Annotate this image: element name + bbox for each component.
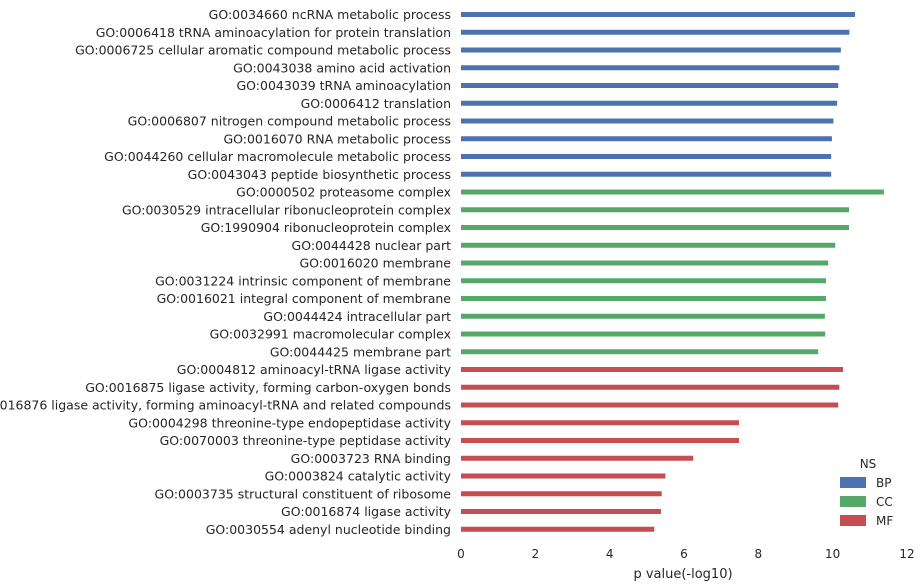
category-labels: GO:0034660 ncRNA metabolic process GO:000… [0, 7, 452, 537]
bar [461, 367, 844, 372]
bar [461, 225, 850, 230]
category-label: GO:0016876 ligase activity, forming amin… [0, 398, 451, 413]
x-tick-label: 12 [899, 547, 914, 561]
category-label: GO:0016020 membrane [299, 256, 451, 271]
category-label: GO:0006412 translation [301, 96, 451, 111]
bar [461, 171, 832, 177]
x-tick-label: 6 [680, 547, 688, 561]
category-label: GO:0016874 ligase activity [281, 504, 452, 519]
bar [461, 331, 826, 337]
bar [461, 12, 855, 17]
category-label: GO:0044425 membrane part [270, 344, 451, 359]
category-label: GO:0030554 adenyl nucleotide binding [206, 522, 451, 537]
legend-label: BP [876, 476, 891, 490]
bar [461, 296, 826, 301]
legend-swatch [840, 515, 866, 526]
category-label: GO:0003735 structural constituent of rib… [155, 486, 452, 501]
bar [461, 100, 838, 106]
category-label: GO:0006725 cellular aromatic compound me… [75, 43, 451, 58]
x-axis-ticks: 0 2 4 6 8 10 12 [457, 547, 914, 561]
bar [461, 65, 840, 71]
category-label: GO:0000502 proteasome complex [236, 185, 451, 200]
bar [461, 154, 832, 159]
bar [461, 473, 666, 479]
bar [461, 47, 841, 53]
category-label: GO:0016021 integral component of membran… [157, 291, 452, 306]
legend: NS BP CC MF [840, 457, 893, 528]
category-label: GO:0044428 nuclear part [292, 238, 452, 253]
bar [461, 189, 884, 195]
category-label: GO:0043039 tRNA aminoacylation [236, 78, 451, 93]
bars [461, 12, 884, 532]
category-label: GO:0032991 macromolecular complex [210, 327, 451, 342]
x-tick-label: 8 [755, 547, 763, 561]
bar [461, 83, 839, 88]
category-label: GO:0003723 RNA binding [291, 451, 451, 466]
x-tick-label: 0 [457, 547, 465, 561]
bar [461, 278, 826, 284]
bar [461, 526, 655, 532]
legend-label: CC [876, 495, 893, 509]
category-label: GO:0006807 nitrogen compound metabolic p… [128, 114, 451, 129]
legend-swatch [840, 477, 866, 488]
bar [461, 438, 740, 443]
category-label: GO:0044260 cellular macromolecule metabo… [104, 149, 451, 164]
category-label: GO:0016070 RNA metabolic process [223, 131, 451, 146]
category-label: GO:1990904 ribonucleoprotein complex [201, 220, 451, 235]
category-label: GO:0006418 tRNA aminoacylation for prote… [96, 25, 451, 40]
category-label: GO:0030529 intracellular ribonucleoprote… [122, 202, 451, 217]
x-tick-label: 10 [825, 547, 840, 561]
category-label: GO:0004298 threonine-type endopeptidase … [128, 415, 451, 430]
bar [461, 260, 829, 266]
x-tick-label: 2 [532, 547, 540, 561]
bar [461, 313, 825, 319]
category-label: GO:0043038 amino acid activation [233, 60, 451, 75]
category-label: GO:0043043 peptide biosynthetic process [188, 167, 451, 182]
category-label: GO:0044424 intracellular part [263, 309, 451, 324]
bar [461, 420, 740, 426]
bar [461, 349, 819, 355]
category-label: GO:0034660 ncRNA metabolic process [209, 7, 451, 22]
bar [461, 384, 840, 390]
x-axis-title: p value(-log10) [633, 567, 732, 582]
bar [461, 136, 832, 142]
category-label: GO:0031224 intrinsic component of membra… [155, 273, 451, 288]
category-label: GO:0016875 ligase activity, forming carb… [85, 380, 451, 395]
bar [461, 207, 850, 213]
legend-swatch [840, 496, 866, 507]
bar [461, 118, 834, 124]
legend-title: NS [860, 457, 877, 471]
category-label: GO:0070003 threonine-type peptidase acti… [160, 433, 452, 448]
bar [461, 455, 694, 461]
bar [461, 509, 661, 514]
bar [461, 242, 836, 248]
category-label: GO:0003824 catalytic activity [265, 469, 452, 484]
bar [461, 29, 850, 35]
category-label: GO:0004812 aminoacyl-tRNA ligase activit… [177, 362, 452, 377]
x-tick-label: 4 [606, 547, 614, 561]
legend-label: MF [876, 514, 893, 528]
bar [461, 491, 662, 497]
bar [461, 402, 839, 408]
